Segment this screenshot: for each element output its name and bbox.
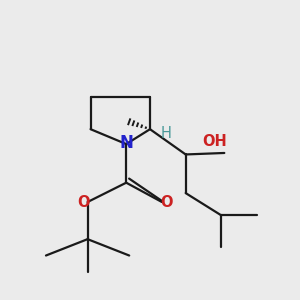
Text: O: O — [77, 194, 89, 209]
Text: OH: OH — [202, 134, 227, 148]
Text: N: N — [119, 134, 133, 152]
Text: O: O — [160, 194, 172, 209]
Text: H: H — [160, 126, 171, 141]
